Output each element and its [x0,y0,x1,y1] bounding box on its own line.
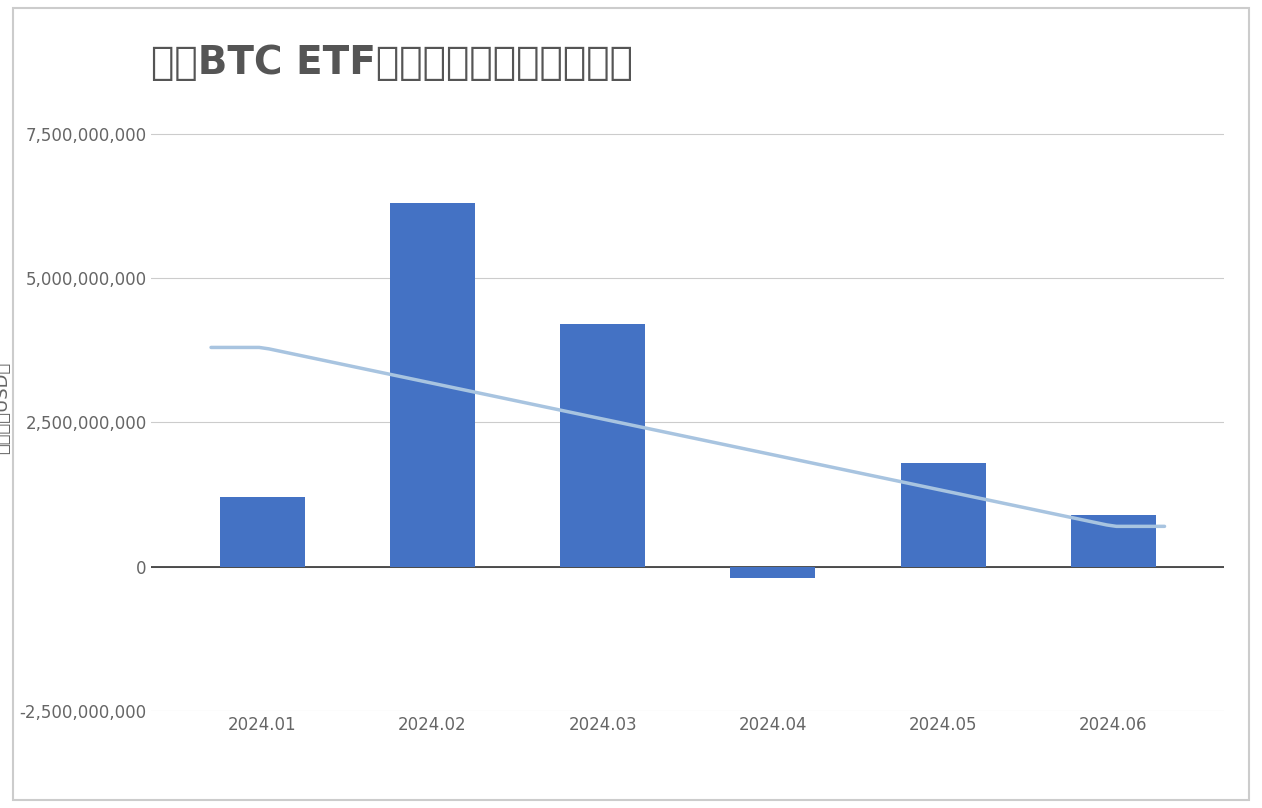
Bar [390,203,475,566]
Bar [901,463,986,566]
Bar [731,566,815,579]
Bar [1071,515,1156,566]
Bar [220,498,304,566]
Bar [560,324,645,566]
Text: 美国BTC ETF资金流入流出统计（月）: 美国BTC ETF资金流入流出统计（月） [151,44,634,82]
Y-axis label: 净流入（USD）: 净流入（USD） [0,362,11,454]
